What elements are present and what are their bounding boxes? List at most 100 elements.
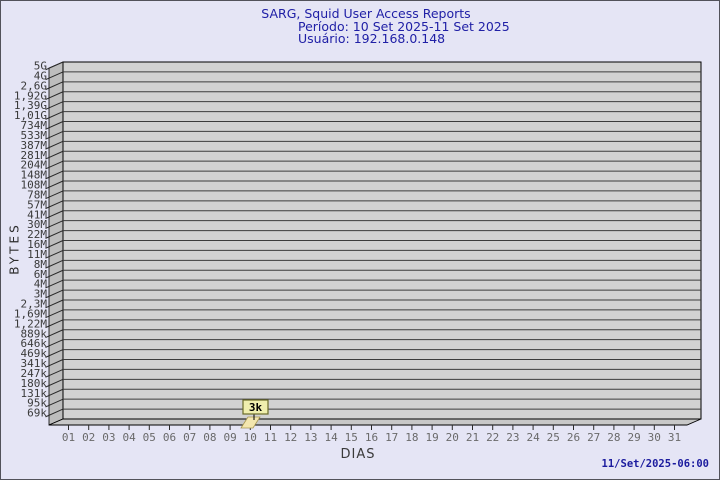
y-axis-tick (45, 408, 64, 418)
y-tick-label: 204M (21, 159, 48, 172)
y-axis-tick (45, 378, 64, 388)
y-tick-label: 69k (27, 407, 47, 420)
y-axis-tick (45, 220, 64, 229)
y-tick-label: 95k (27, 397, 47, 410)
y-tick-label: 247k (21, 367, 48, 380)
y-tick-label: 1,39G (14, 99, 47, 112)
x-tick-label: 23 (506, 431, 519, 444)
y-axis-tick (45, 140, 64, 150)
x-tick-label: 19 (425, 431, 438, 444)
y-tick-label: 6M (34, 268, 48, 281)
x-tick-label: 17 (385, 431, 398, 444)
x-tick-label: 09 (223, 431, 236, 444)
y-tick-label: 2,6G (21, 79, 48, 92)
chart-title: SARG, Squid User Access Reports (261, 6, 471, 21)
x-tick-label: 22 (486, 431, 499, 444)
y-tick-label: 131k (21, 387, 48, 400)
y-axis-tick (45, 240, 64, 249)
y-axis-tick (45, 180, 64, 190)
y-tick-label: 387M (21, 139, 48, 152)
y-tick-label: 4M (34, 278, 48, 291)
x-tick-label: 12 (284, 431, 297, 444)
y-tick-label: 1,69M (14, 307, 47, 320)
x-tick-label: 27 (587, 431, 600, 444)
x-tick-label: 08 (203, 431, 216, 444)
y-tick-label: 8M (34, 258, 48, 271)
y-tick-label: 1,92G (14, 89, 47, 102)
y-axis-tick (45, 368, 64, 378)
y-axis-tick (45, 319, 64, 329)
bar-value-label: 3k (249, 401, 263, 414)
y-axis-tick (45, 150, 64, 160)
x-tick-label: 06 (163, 431, 176, 444)
y-tick-label: 469k (21, 347, 48, 360)
x-tick-label: 29 (627, 431, 640, 444)
y-tick-label: 11M (27, 248, 47, 261)
y-axis-tick (45, 269, 64, 279)
y-tick-label: 646k (21, 337, 48, 350)
x-tick-label: 04 (122, 431, 136, 444)
y-tick-label: 734M (21, 119, 48, 132)
x-tick-label: 01 (62, 431, 75, 444)
y-tick-label: 30M (27, 218, 47, 231)
y-axis-tick (45, 359, 64, 368)
chart-subtitle-user: Usuário: 192.168.0.148 (298, 31, 446, 46)
x-tick-label: 20 (446, 431, 459, 444)
y-axis-tick (45, 299, 64, 309)
y-axis-tick (45, 130, 64, 140)
bar-value-label-box (242, 399, 269, 415)
y-axis-tick (45, 91, 64, 101)
y-tick-label: 889k (21, 327, 48, 340)
y-axis-tick (45, 309, 64, 319)
y-axis-tick (45, 101, 64, 110)
x-tick-label: 26 (567, 431, 580, 444)
y-axis-tick (45, 259, 64, 269)
y-axis-tick (45, 190, 64, 200)
x-tick-label: 21 (466, 431, 479, 444)
x-tick-label: 31 (668, 431, 681, 444)
gridlines (63, 71, 701, 410)
x-tick-label: 25 (547, 431, 560, 444)
x-tick-label: 11 (264, 431, 277, 444)
y-axis-tick (45, 170, 64, 180)
y-axis-tick (45, 81, 64, 91)
y-axis-tick (45, 339, 64, 348)
y-tick-label: 22M (27, 228, 47, 241)
x-tick-label: 16 (365, 431, 378, 444)
y-axis-tick (45, 71, 64, 81)
y-tick-label: 341k (21, 357, 48, 370)
y-axis-tick (45, 388, 64, 398)
y-tick-label: 533M (21, 129, 48, 142)
x-tick-label: 14 (324, 431, 338, 444)
y-axis-tick (45, 210, 64, 220)
y-tick-label: 78M (27, 188, 47, 201)
y-axis-tick (45, 289, 64, 299)
y-tick-label: 5G (34, 60, 47, 73)
y-axis-tick (45, 230, 64, 239)
y-axis-tick (45, 349, 64, 358)
y-tick-label: 41M (27, 208, 47, 221)
x-tick-label: 10 (244, 431, 257, 444)
x-tick-label: 05 (143, 431, 156, 444)
x-tick-label: 02 (82, 431, 95, 444)
y-axis-tick (45, 160, 64, 170)
x-axis-ticks (68, 425, 675, 430)
y-tick-label: 1,01G (14, 109, 47, 122)
y-tick-label: 108M (21, 179, 48, 192)
y-axis-tick (45, 398, 64, 408)
data-bar-day-10 (240, 416, 261, 429)
x-tick-label: 07 (183, 431, 196, 444)
y-tick-label: 16M (27, 238, 47, 251)
y-axis-tick (45, 111, 64, 120)
y-axis-tick (45, 121, 64, 130)
y-tick-label: 281M (21, 149, 48, 162)
chart-subtitle-period: Período: 10 Set 2025-11 Set 2025 (298, 19, 510, 34)
y-axis-tick-labels: 5G4G2,6G1,92G1,39G1,01G734M533M387M281M2… (14, 60, 47, 420)
x-tick-label: 18 (405, 431, 418, 444)
y-axis-tick (45, 329, 64, 339)
x-tick-label: 13 (304, 431, 317, 444)
y-axis-tick (45, 200, 64, 210)
y-axis-tick (45, 279, 64, 289)
y-tick-label: 1,22M (14, 317, 47, 330)
